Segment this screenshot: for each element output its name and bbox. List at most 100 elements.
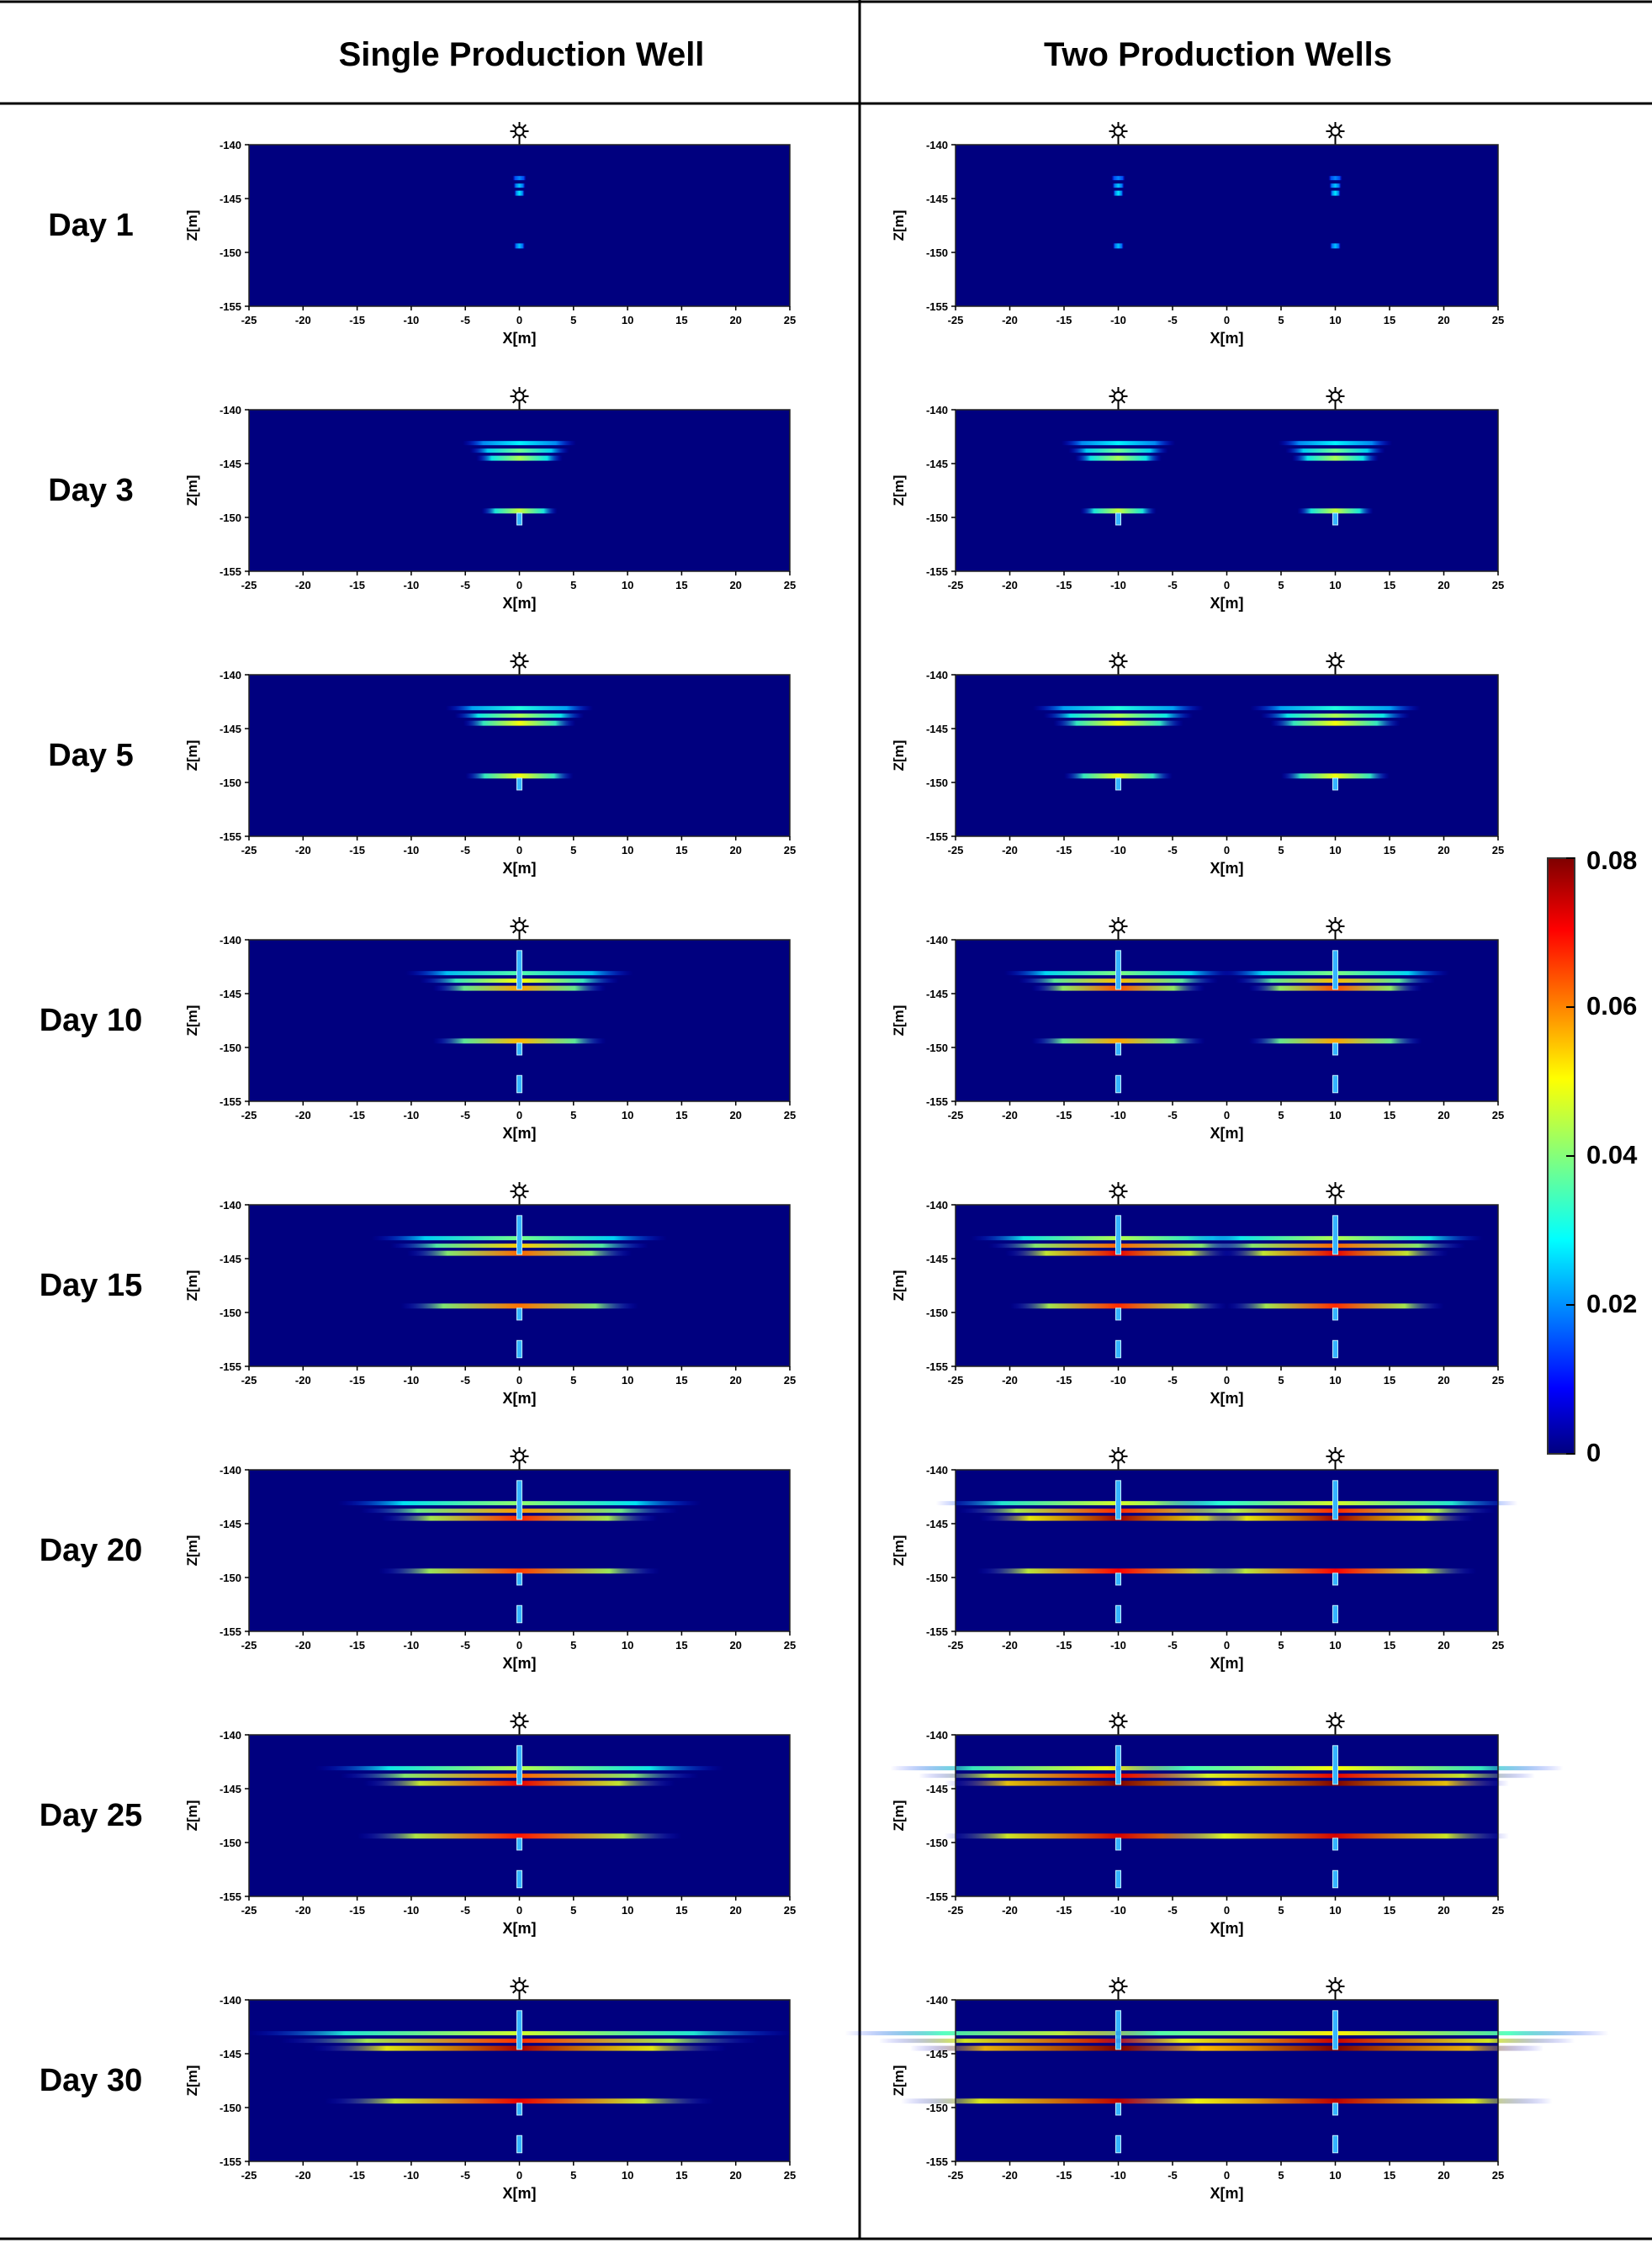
x-tick-label: 20 bbox=[1438, 579, 1449, 591]
sun-ray bbox=[1111, 389, 1115, 394]
sun-ray bbox=[1121, 1724, 1125, 1729]
plume-band bbox=[1113, 243, 1124, 249]
x-tick-label: -5 bbox=[460, 1639, 470, 1652]
well-shaft bbox=[1332, 1604, 1338, 1624]
sun-ray bbox=[1121, 124, 1125, 129]
sun-ray bbox=[1338, 929, 1342, 934]
x-axis-label: X[m] bbox=[503, 1390, 537, 1407]
sun-ray bbox=[1111, 919, 1115, 924]
well-shaft bbox=[516, 1745, 522, 1785]
sun-ray bbox=[1328, 1714, 1332, 1719]
sun-ray bbox=[1111, 664, 1115, 669]
plume-band bbox=[1329, 183, 1342, 188]
x-tick-label: -10 bbox=[1110, 1639, 1126, 1652]
x-tick-label: 25 bbox=[784, 579, 796, 591]
sun-ray bbox=[1338, 1714, 1342, 1719]
well-shaft bbox=[1115, 1480, 1121, 1520]
x-axis-label: X[m] bbox=[1210, 1655, 1244, 1672]
sun-ray bbox=[522, 1989, 527, 1994]
left-column-header: Single Production Well bbox=[339, 36, 705, 73]
x-tick-label: 0 bbox=[1224, 1904, 1230, 1917]
sun-ray bbox=[522, 1194, 527, 1199]
sun-core bbox=[514, 1186, 525, 1196]
sun-ray bbox=[1111, 1989, 1115, 1994]
x-tick-label: -20 bbox=[295, 1904, 311, 1917]
x-axis-label: X[m] bbox=[503, 1655, 537, 1672]
sun-icon bbox=[1109, 652, 1128, 675]
well-shaft bbox=[516, 1074, 522, 1094]
y-tick-label: -140 bbox=[220, 1464, 241, 1477]
sun-icon bbox=[510, 917, 529, 940]
sun-ray bbox=[1111, 654, 1115, 659]
y-tick-label: -145 bbox=[220, 2048, 241, 2060]
x-tick-label: 20 bbox=[1438, 2169, 1449, 2182]
x-tick-label: 5 bbox=[1278, 844, 1284, 856]
x-tick-label: -25 bbox=[241, 1374, 257, 1387]
sun-ray bbox=[1121, 1449, 1125, 1454]
sun-ray bbox=[522, 654, 527, 659]
y-tick-label: -145 bbox=[220, 1253, 241, 1265]
x-tick-label: -5 bbox=[460, 1109, 470, 1122]
sun-ray bbox=[512, 1194, 516, 1199]
well-shaft bbox=[1115, 1837, 1121, 1851]
x-tick-label: 10 bbox=[1329, 1374, 1341, 1387]
well-shaft bbox=[1115, 2134, 1121, 2154]
sun-ray bbox=[1328, 1459, 1332, 1464]
x-tick-label: -10 bbox=[1110, 1904, 1126, 1917]
sun-ray bbox=[522, 919, 527, 924]
heatmap-background bbox=[249, 145, 790, 306]
sun-core bbox=[1330, 1451, 1341, 1461]
sun-ray bbox=[1328, 1184, 1332, 1189]
y-tick-label: -145 bbox=[220, 1518, 241, 1530]
sun-ray bbox=[1328, 1989, 1332, 1994]
y-tick-label: -145 bbox=[220, 1783, 241, 1795]
plume-band bbox=[325, 2098, 714, 2104]
well-shaft bbox=[1332, 777, 1338, 791]
x-tick-label: -15 bbox=[1056, 314, 1072, 326]
panel-grid: Day 1-140-145-150-155-25 -20 -15 -10 -5 0 5 10 1… bbox=[40, 122, 1609, 2202]
x-tick-label: 0 bbox=[516, 1374, 522, 1387]
day-label: Day 3 bbox=[48, 473, 133, 508]
plume-band bbox=[476, 455, 563, 461]
x-tick-label: -5 bbox=[1168, 2169, 1178, 2182]
colorbar-tick-label: 0.06 bbox=[1586, 991, 1637, 1021]
well-shaft bbox=[1115, 1869, 1121, 1889]
plume-band bbox=[1297, 508, 1374, 514]
x-tick-label: 5 bbox=[570, 1904, 576, 1917]
x-tick-label: -20 bbox=[295, 1374, 311, 1387]
x-tick-label: -5 bbox=[1168, 1904, 1178, 1917]
x-tick-label: 25 bbox=[1492, 579, 1504, 591]
x-tick-label: 15 bbox=[675, 844, 687, 856]
y-tick-label: -155 bbox=[926, 830, 948, 843]
y-axis-label: Z[m] bbox=[891, 475, 907, 506]
sun-ray bbox=[1111, 1714, 1115, 1719]
x-tick-label: 25 bbox=[784, 314, 796, 326]
x-tick-label: -25 bbox=[948, 1639, 964, 1652]
x-tick-label: 10 bbox=[622, 1109, 633, 1122]
x-tick-label: -20 bbox=[295, 314, 311, 326]
plume-band bbox=[379, 1568, 660, 1574]
heatmap-panel-single: -140 -145 -150 -155-25 -20 -15 -10 -5 0 5 10 15 20 25… bbox=[184, 387, 796, 612]
x-tick-label: 5 bbox=[1278, 1639, 1284, 1652]
x-tick-label: 20 bbox=[1438, 1374, 1449, 1387]
sun-icon bbox=[1326, 387, 1345, 410]
well-shaft bbox=[1115, 1745, 1121, 1785]
x-tick-label: 10 bbox=[622, 314, 633, 326]
y-tick-label: -140 bbox=[926, 1199, 948, 1212]
day-label: Day 10 bbox=[40, 1003, 143, 1038]
heatmap-panel-two: -140 -145 -150 -155-25 -20 -15 -10 -5 0 5 10 15 20 25… bbox=[891, 1182, 1504, 1407]
y-axis-label: Z[m] bbox=[891, 1005, 907, 1037]
y-axis-label: Z[m] bbox=[184, 1800, 200, 1832]
plume-band bbox=[514, 190, 525, 196]
y-tick-label: -150 bbox=[220, 512, 241, 524]
well-shaft bbox=[1332, 1480, 1338, 1520]
sun-ray bbox=[1338, 389, 1342, 394]
sun-core bbox=[1330, 1716, 1341, 1726]
x-tick-label: -10 bbox=[1110, 1109, 1126, 1122]
plume-band bbox=[1281, 773, 1390, 779]
sun-ray bbox=[1111, 1724, 1115, 1729]
y-tick-label: -145 bbox=[926, 1783, 948, 1795]
sun-ray bbox=[522, 1979, 527, 1984]
well-shaft bbox=[1332, 1042, 1338, 1056]
sun-icon bbox=[510, 1712, 529, 1735]
